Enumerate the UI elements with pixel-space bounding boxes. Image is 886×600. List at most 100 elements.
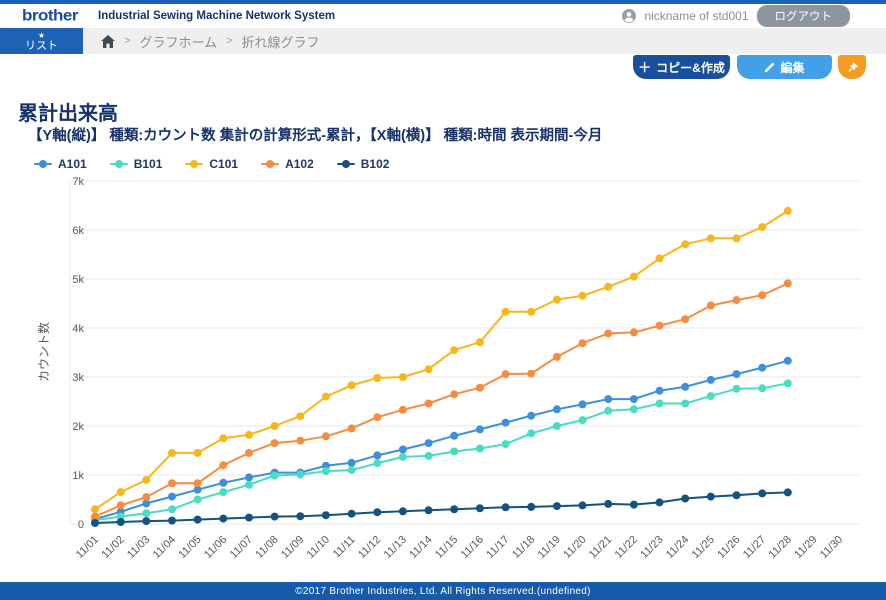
- data-point-B102[interactable]: [629, 500, 638, 509]
- data-point-A101[interactable]: [450, 431, 459, 440]
- data-point-B102[interactable]: [578, 501, 587, 510]
- home-icon[interactable]: [101, 34, 115, 48]
- data-point-B101[interactable]: [373, 459, 382, 468]
- data-point-B102[interactable]: [193, 515, 202, 524]
- data-point-A102[interactable]: [321, 432, 330, 441]
- data-point-C101[interactable]: [783, 206, 792, 215]
- data-point-B101[interactable]: [604, 406, 613, 415]
- legend-item-A101[interactable]: A101: [34, 157, 87, 171]
- data-point-A101[interactable]: [219, 478, 228, 487]
- data-point-A102[interactable]: [296, 436, 305, 445]
- data-point-C101[interactable]: [578, 291, 587, 300]
- data-point-A102[interactable]: [706, 301, 715, 310]
- data-point-C101[interactable]: [629, 272, 638, 281]
- data-point-C101[interactable]: [116, 488, 125, 497]
- data-point-B101[interactable]: [681, 399, 690, 408]
- data-point-A102[interactable]: [373, 413, 382, 422]
- data-point-A102[interactable]: [475, 383, 484, 392]
- data-point-B101[interactable]: [527, 429, 536, 438]
- data-point-A101[interactable]: [347, 458, 356, 467]
- data-point-B102[interactable]: [398, 507, 407, 516]
- legend-item-C101[interactable]: C101: [185, 157, 238, 171]
- data-point-B101[interactable]: [321, 467, 330, 476]
- list-tab[interactable]: ★ リスト: [0, 28, 83, 54]
- data-point-C101[interactable]: [758, 223, 767, 232]
- data-point-A101[interactable]: [783, 356, 792, 365]
- data-point-B102[interactable]: [373, 508, 382, 517]
- data-point-C101[interactable]: [321, 392, 330, 401]
- data-point-A102[interactable]: [604, 329, 613, 338]
- data-point-A102[interactable]: [168, 479, 176, 488]
- data-point-B101[interactable]: [270, 471, 279, 480]
- data-point-B101[interactable]: [424, 451, 433, 460]
- data-point-C101[interactable]: [501, 307, 510, 316]
- data-point-A102[interactable]: [681, 315, 690, 324]
- data-point-A101[interactable]: [758, 363, 767, 372]
- legend-item-B102[interactable]: B102: [336, 157, 389, 171]
- data-point-B101[interactable]: [578, 416, 587, 425]
- data-point-B102[interactable]: [168, 516, 176, 525]
- data-point-A101[interactable]: [475, 425, 484, 434]
- data-point-C101[interactable]: [706, 234, 715, 243]
- legend-item-A102[interactable]: A102: [261, 157, 314, 171]
- data-point-C101[interactable]: [475, 338, 484, 347]
- data-point-B101[interactable]: [347, 466, 356, 475]
- data-point-B101[interactable]: [398, 452, 407, 461]
- data-point-C101[interactable]: [373, 374, 382, 382]
- data-point-B102[interactable]: [681, 494, 690, 503]
- data-point-A102[interactable]: [142, 493, 151, 502]
- data-point-A101[interactable]: [655, 386, 664, 395]
- data-point-B102[interactable]: [475, 504, 484, 513]
- data-point-B102[interactable]: [321, 511, 330, 520]
- data-point-B101[interactable]: [501, 440, 510, 449]
- edit-button[interactable]: 編集: [737, 55, 832, 79]
- data-point-A101[interactable]: [604, 395, 613, 404]
- data-point-A101[interactable]: [732, 370, 741, 379]
- data-point-B101[interactable]: [296, 470, 305, 479]
- data-point-B101[interactable]: [552, 422, 561, 430]
- data-point-A102[interactable]: [398, 405, 407, 414]
- data-point-A101[interactable]: [552, 405, 561, 414]
- data-point-C101[interactable]: [655, 254, 664, 263]
- data-point-B102[interactable]: [501, 503, 510, 512]
- data-point-B102[interactable]: [270, 512, 279, 521]
- data-point-B102[interactable]: [116, 518, 125, 526]
- data-point-A101[interactable]: [501, 418, 510, 427]
- data-point-B102[interactable]: [783, 488, 792, 497]
- data-point-B102[interactable]: [527, 502, 536, 511]
- copy-create-button[interactable]: ＋ コピー&作成: [633, 55, 730, 79]
- data-point-B102[interactable]: [296, 512, 305, 521]
- data-point-B101[interactable]: [475, 444, 484, 453]
- data-point-B102[interactable]: [245, 513, 253, 522]
- data-point-A102[interactable]: [245, 448, 253, 457]
- data-point-B102[interactable]: [732, 491, 741, 500]
- data-point-B102[interactable]: [758, 489, 767, 498]
- data-point-A102[interactable]: [527, 369, 536, 378]
- data-point-B101[interactable]: [732, 384, 741, 393]
- data-point-C101[interactable]: [732, 234, 741, 243]
- data-point-A101[interactable]: [142, 499, 151, 508]
- data-point-A101[interactable]: [424, 439, 433, 448]
- data-point-A101[interactable]: [629, 395, 638, 404]
- data-point-A102[interactable]: [91, 512, 99, 521]
- data-point-A101[interactable]: [373, 451, 382, 460]
- data-point-A101[interactable]: [706, 375, 715, 384]
- data-point-B101[interactable]: [655, 399, 664, 408]
- data-point-B102[interactable]: [604, 499, 613, 508]
- data-point-B102[interactable]: [347, 509, 356, 518]
- data-point-C101[interactable]: [424, 365, 433, 374]
- data-point-A102[interactable]: [501, 370, 510, 379]
- data-point-A102[interactable]: [552, 352, 561, 361]
- data-point-B101[interactable]: [193, 495, 202, 504]
- data-point-C101[interactable]: [91, 505, 99, 514]
- data-point-A102[interactable]: [655, 321, 664, 330]
- data-point-B102[interactable]: [142, 517, 151, 526]
- data-point-B102[interactable]: [655, 498, 664, 507]
- data-point-B102[interactable]: [424, 506, 433, 515]
- data-point-A102[interactable]: [732, 296, 741, 305]
- data-point-B102[interactable]: [219, 514, 228, 523]
- data-point-B101[interactable]: [706, 392, 715, 401]
- data-point-C101[interactable]: [193, 448, 202, 457]
- breadcrumb-item-graph-home[interactable]: グラフホーム: [139, 34, 218, 50]
- data-point-C101[interactable]: [245, 430, 253, 439]
